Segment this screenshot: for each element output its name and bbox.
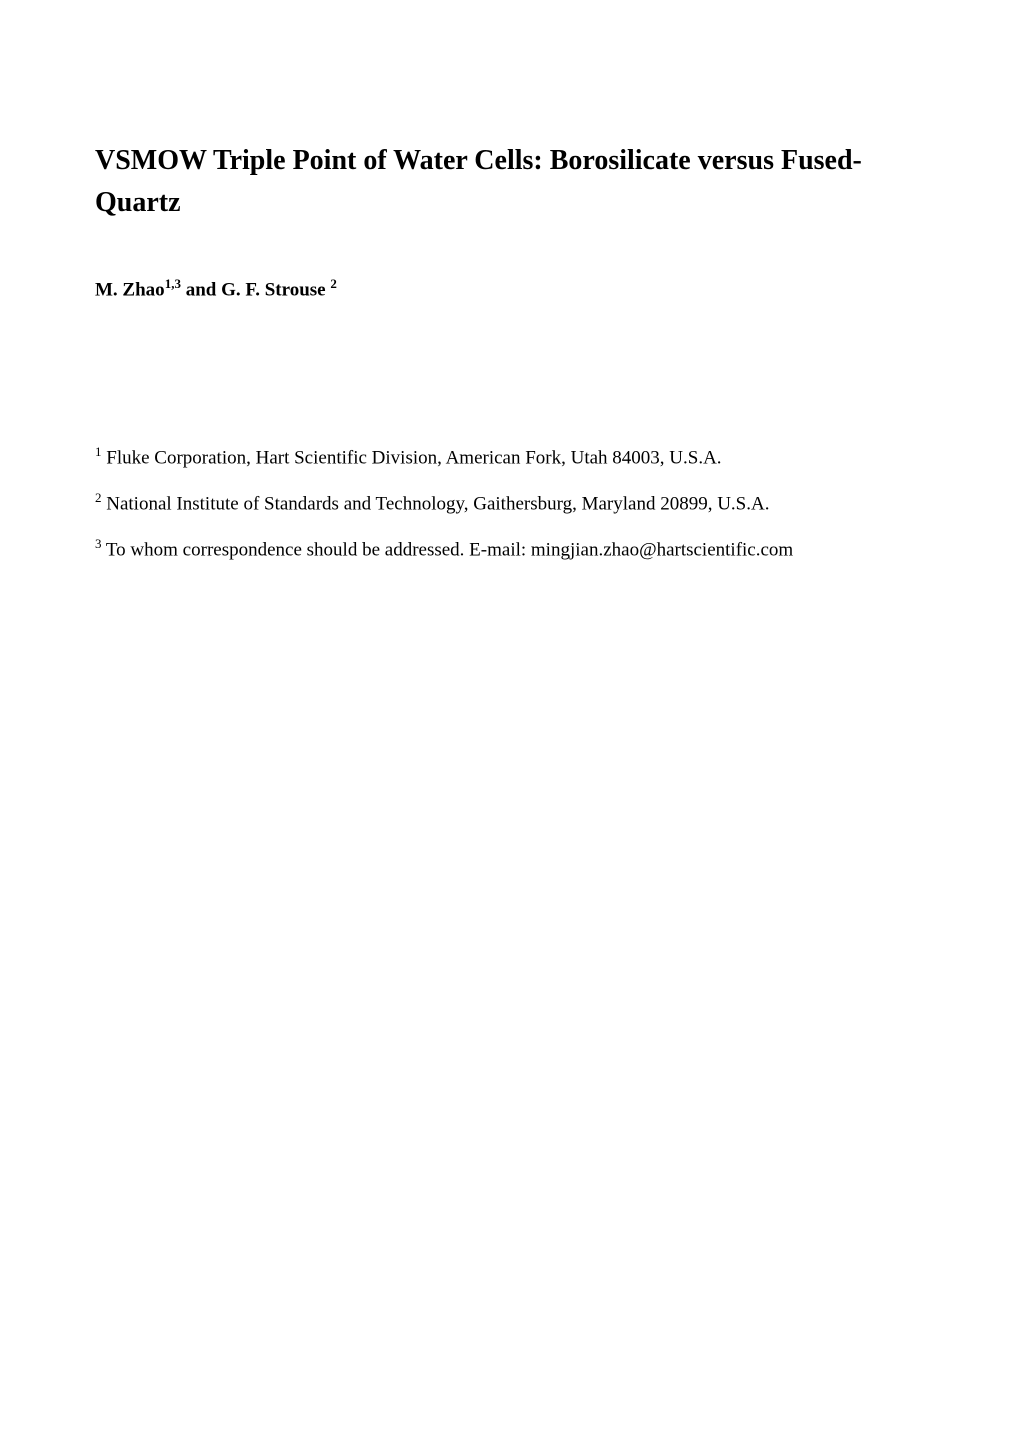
affiliation-3: 3 To whom correspondence should be addre… [95,533,925,567]
affiliation-text-2: National Institute of Standards and Tech… [102,493,770,514]
paper-authors: M. Zhao1,3 and G. F. Strouse 2 [95,276,925,301]
author-name-1: M. Zhao [95,279,165,300]
paper-title: VSMOW Triple Point of Water Cells: Boros… [95,140,925,224]
affiliation-text-1: Fluke Corporation, Hart Scientific Divis… [102,448,722,469]
affiliation-2: 2 National Institute of Standards and Te… [95,487,925,521]
author-mid: and G. F. Strouse [181,279,330,300]
affiliation-1: 1 Fluke Corporation, Hart Scientific Div… [95,441,925,475]
author-sup-1: 1,3 [165,276,181,291]
author-sup-2: 2 [330,276,337,291]
affiliation-text-3: To whom correspondence should be address… [102,539,794,560]
